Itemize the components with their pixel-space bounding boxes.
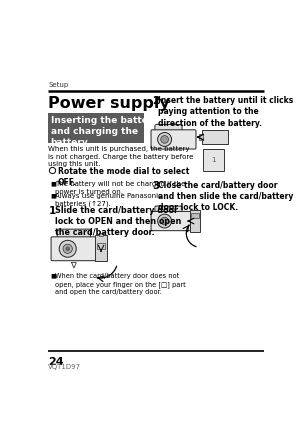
Circle shape: [63, 244, 72, 254]
FancyBboxPatch shape: [200, 134, 202, 140]
Circle shape: [158, 132, 172, 146]
Text: The battery will not be charged if the
power is turned on.: The battery will not be charged if the p…: [55, 181, 186, 195]
Text: 24: 24: [48, 357, 64, 367]
Text: 1: 1: [211, 157, 216, 163]
Text: 3: 3: [152, 181, 160, 191]
FancyBboxPatch shape: [51, 237, 104, 261]
Text: Close the card/battery door
and then slide the card/battery
door lock to LOCK.: Close the card/battery door and then sli…: [158, 181, 294, 212]
Text: ■: ■: [51, 193, 56, 198]
Circle shape: [65, 246, 70, 251]
Circle shape: [161, 217, 169, 225]
Text: VQT1D97: VQT1D97: [48, 364, 82, 370]
Text: ■: ■: [51, 273, 56, 279]
FancyBboxPatch shape: [155, 124, 182, 134]
FancyBboxPatch shape: [202, 130, 228, 144]
FancyBboxPatch shape: [57, 229, 91, 242]
Circle shape: [161, 136, 169, 143]
Text: Rotate the mode dial to select
OFF.: Rotate the mode dial to select OFF.: [58, 167, 189, 187]
Text: Power supply: Power supply: [48, 96, 170, 112]
Text: Inserting the battery
and charging the
battery: Inserting the battery and charging the b…: [51, 116, 158, 148]
FancyBboxPatch shape: [151, 130, 196, 149]
FancyBboxPatch shape: [190, 210, 200, 232]
FancyBboxPatch shape: [48, 113, 145, 142]
FancyBboxPatch shape: [95, 235, 107, 261]
FancyBboxPatch shape: [97, 243, 105, 249]
Text: Insert the battery until it clicks
paying attention to the
direction of the batt: Insert the battery until it clicks payin…: [158, 96, 294, 128]
Text: When the card/battery door does not
open, place your finger on the [□] part
and : When the card/battery door does not open…: [55, 273, 186, 295]
Circle shape: [59, 240, 76, 257]
Text: Always use genuine Panasonic
batteries (↑27).: Always use genuine Panasonic batteries (…: [55, 193, 162, 207]
Text: When this unit is purchased, the battery
is not charged. Charge the battery befo: When this unit is purchased, the battery…: [48, 146, 194, 167]
FancyBboxPatch shape: [155, 206, 182, 216]
FancyBboxPatch shape: [99, 233, 103, 237]
FancyBboxPatch shape: [151, 212, 196, 231]
Text: 2: 2: [152, 96, 160, 106]
Circle shape: [158, 214, 172, 228]
Text: 1: 1: [48, 206, 56, 216]
FancyBboxPatch shape: [191, 213, 200, 218]
Text: ■: ■: [51, 181, 56, 186]
Text: Slide the card/battery door
lock to OPEN and then open
the card/battery door.: Slide the card/battery door lock to OPEN…: [55, 206, 181, 237]
Text: Setup: Setup: [48, 82, 69, 88]
FancyBboxPatch shape: [203, 149, 224, 171]
